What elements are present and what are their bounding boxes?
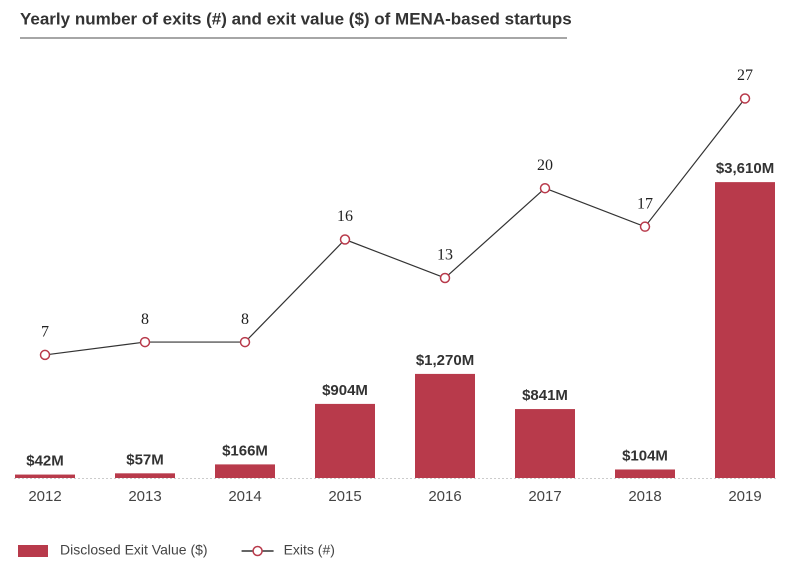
bar xyxy=(315,403,375,478)
value-label: $904M xyxy=(322,382,368,399)
legend-swatch xyxy=(18,545,48,557)
line xyxy=(44,98,746,356)
bar xyxy=(415,373,475,478)
value-label: 20 xyxy=(537,157,553,174)
x-tick-label: 2015 xyxy=(328,488,361,505)
bar xyxy=(215,464,275,478)
x-tick-label: 2014 xyxy=(228,488,261,505)
value-label: 8 xyxy=(241,311,249,328)
value-label: $1,270M xyxy=(416,352,474,369)
value-label: 27 xyxy=(737,67,753,84)
value-label: 7 xyxy=(41,324,49,341)
point xyxy=(639,221,651,232)
x-tick-label: 2019 xyxy=(728,488,761,505)
value-label: $3,610M xyxy=(716,160,774,177)
bar xyxy=(615,469,675,478)
point xyxy=(339,234,351,245)
value-label: 8 xyxy=(141,311,149,328)
x-tick-label: 2018 xyxy=(628,488,661,505)
point xyxy=(239,336,251,348)
x-tick-label: 2013 xyxy=(128,488,161,505)
point xyxy=(139,336,151,348)
bar xyxy=(115,473,175,478)
value-label: $166M xyxy=(222,442,268,459)
value-label: $104M xyxy=(622,447,668,464)
legend-label: Disclosed Exit Value ($) xyxy=(60,542,208,558)
value-label: 16 xyxy=(337,208,353,225)
x-tick-label: 2017 xyxy=(528,488,561,505)
legend-marker xyxy=(252,545,263,557)
point xyxy=(739,93,751,104)
bar xyxy=(715,182,775,478)
point xyxy=(39,349,51,361)
bar xyxy=(15,474,75,478)
point xyxy=(539,182,551,194)
point xyxy=(439,272,451,284)
bar xyxy=(515,409,575,478)
value-label: $42M xyxy=(26,453,64,470)
chart-title: Yearly number of exits (#) and exit valu… xyxy=(20,9,572,28)
value-label: $57M xyxy=(126,451,164,468)
value-label: 13 xyxy=(437,247,453,264)
x-tick-label: 2016 xyxy=(428,488,461,505)
legend-label: Exits (#) xyxy=(284,542,335,558)
x-tick-label: 2012 xyxy=(28,488,61,505)
value-label: 17 xyxy=(637,195,653,212)
value-label: $841M xyxy=(522,387,568,404)
